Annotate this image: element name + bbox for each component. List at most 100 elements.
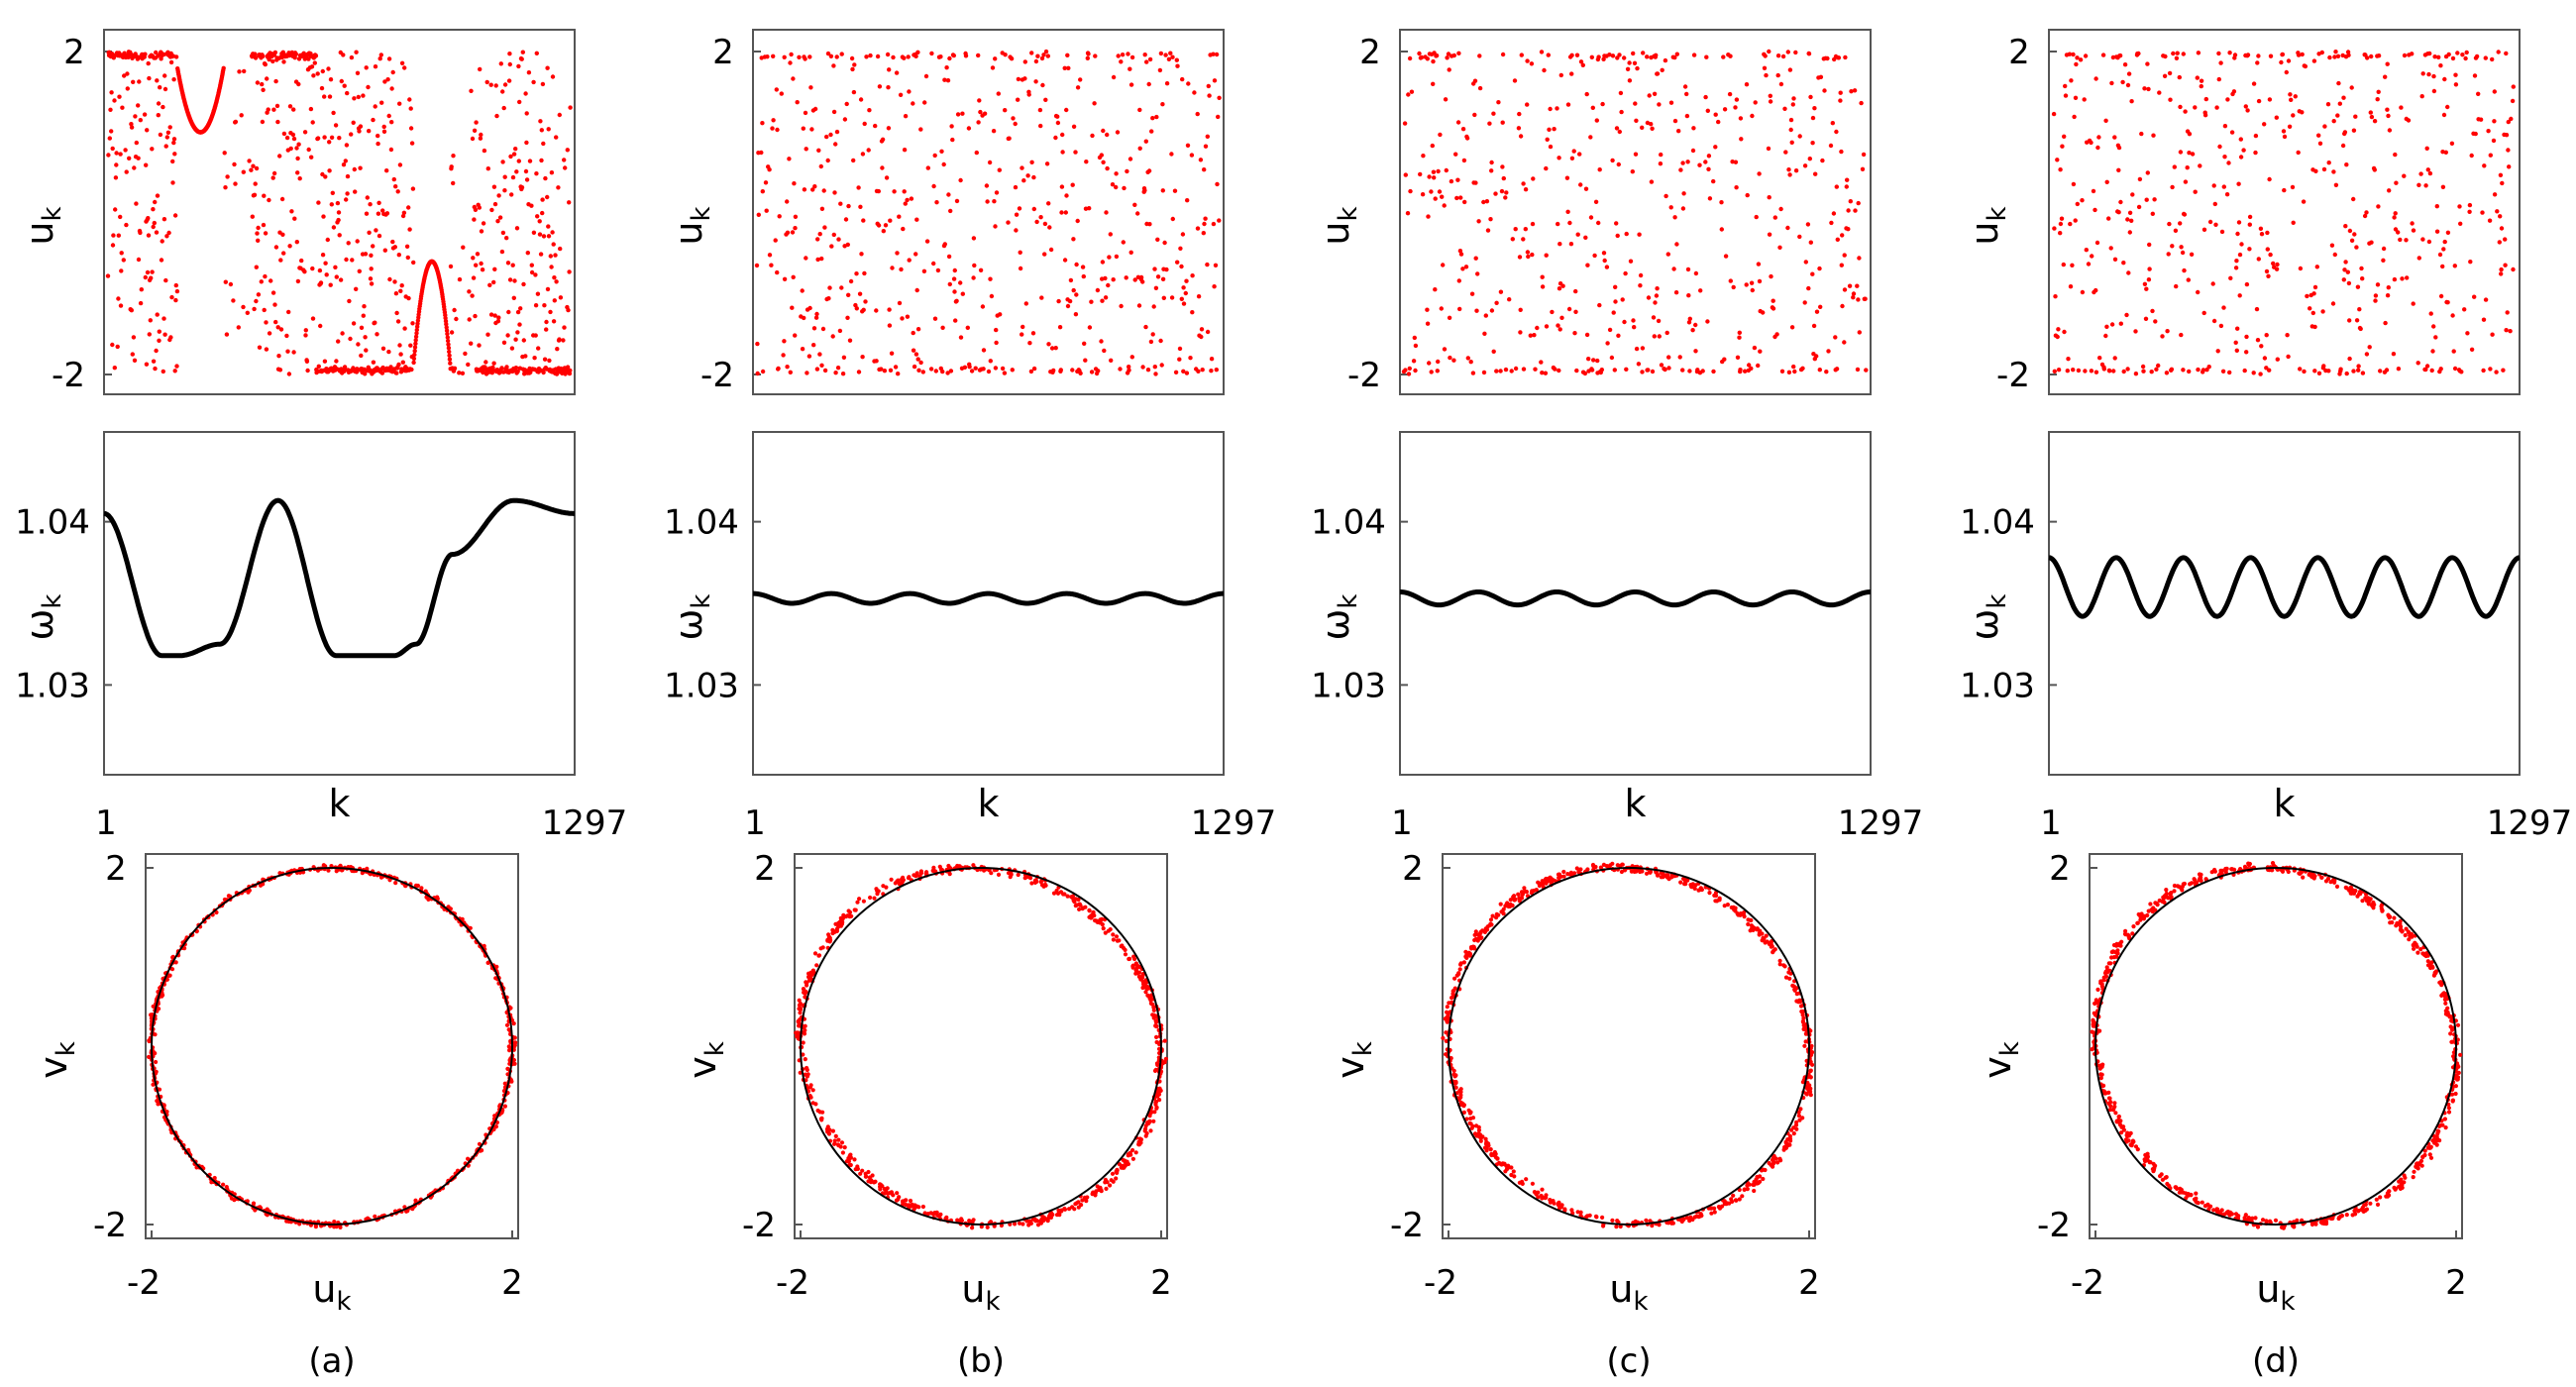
uk-point — [500, 160, 505, 164]
uk-point — [312, 60, 317, 65]
uk-point — [1831, 211, 1837, 216]
uk-point — [2093, 287, 2098, 293]
uk-point — [354, 370, 360, 374]
uk-point — [498, 61, 503, 66]
uk-point — [166, 230, 171, 236]
uk-point — [396, 253, 401, 258]
uk-point — [782, 339, 787, 344]
uk-point — [1039, 295, 1044, 300]
uk-point — [369, 267, 374, 271]
uk-point — [1556, 368, 1561, 373]
uk-point — [2083, 53, 2089, 58]
uk-point — [1573, 288, 1578, 294]
uk-point — [129, 122, 134, 127]
uk-point — [296, 142, 301, 147]
uk-point — [1500, 120, 1505, 125]
uk-point — [906, 54, 911, 59]
uk-point — [1764, 72, 1769, 78]
uk-point — [2093, 76, 2098, 81]
phase-point — [1464, 1117, 1469, 1121]
uk-point — [1560, 283, 1565, 288]
phase-point — [1684, 1216, 1689, 1221]
uk-point — [117, 94, 122, 99]
phase-point — [801, 1040, 805, 1045]
phase-point — [1040, 1215, 1045, 1220]
uk-point — [2258, 226, 2264, 231]
uk-point — [1680, 368, 1685, 373]
uk-point — [333, 123, 339, 128]
uk-point — [1780, 53, 1786, 59]
uk-point — [1747, 363, 1752, 368]
uk-point — [1582, 371, 1588, 376]
uk-point — [1614, 126, 1620, 131]
uk-point — [2136, 204, 2142, 210]
phase-point — [840, 919, 845, 924]
uk-point — [2342, 267, 2347, 272]
uk-point — [2182, 212, 2188, 217]
uk-point — [1685, 160, 1690, 164]
uk-point — [833, 371, 838, 375]
uk-point — [309, 155, 314, 160]
uk-point — [804, 256, 808, 261]
phase-point — [1801, 1015, 1806, 1020]
phase-point — [1714, 893, 1719, 899]
uk-point — [1703, 94, 1708, 100]
uk-point — [544, 327, 549, 332]
uk-point — [355, 70, 361, 76]
uk-point — [1811, 323, 1817, 329]
uk-point — [262, 307, 267, 313]
phase-point — [1123, 947, 1127, 953]
phase-point — [805, 1066, 809, 1071]
uk-point — [1617, 53, 1622, 57]
uk-point — [2225, 97, 2230, 102]
uk-point — [920, 370, 925, 374]
uk-point — [1053, 135, 1058, 141]
uk-point — [1160, 102, 1165, 107]
uk-point — [1078, 77, 1083, 82]
uk-point — [396, 362, 401, 368]
uk-point — [2316, 133, 2321, 138]
uk-point — [795, 100, 800, 105]
uk-point — [978, 109, 983, 115]
uk-point — [903, 114, 909, 119]
uk-point — [2104, 179, 2109, 184]
uk-point — [171, 137, 177, 142]
uk-point — [1565, 209, 1570, 214]
uk-point — [1763, 53, 1768, 58]
phase-point — [1504, 1167, 1510, 1172]
phase-point — [1717, 896, 1722, 901]
uk-point — [1663, 57, 1668, 63]
uk-point — [2122, 61, 2128, 67]
uk-point — [868, 53, 873, 58]
ylabel-vk: vk — [681, 1041, 730, 1079]
uk-point — [1438, 132, 1443, 138]
uk-points — [2051, 50, 2516, 376]
uk-point — [842, 117, 848, 122]
uk-point — [2095, 145, 2100, 151]
phase-point — [1664, 874, 1668, 879]
uk-point — [769, 263, 774, 267]
uk-point — [1843, 54, 1848, 60]
uk-point — [2163, 53, 2168, 59]
uk-point — [116, 233, 122, 238]
phase-point — [802, 1025, 806, 1030]
phase-point — [1516, 892, 1521, 897]
uk-point — [1666, 355, 1671, 360]
uk-point — [1425, 56, 1431, 61]
phase-point — [833, 921, 838, 926]
uk-point — [2298, 266, 2304, 271]
uk-point — [1521, 367, 1527, 372]
uk-point — [1196, 369, 1201, 373]
uk-point — [994, 327, 999, 333]
uk-point — [303, 333, 308, 338]
uk-point — [554, 135, 559, 140]
uk-point — [1684, 91, 1689, 97]
uk-point — [1783, 150, 1788, 155]
uk-point — [461, 245, 466, 250]
phase-point — [1495, 1156, 1500, 1161]
xtick-label: -2 — [1424, 1263, 1457, 1303]
uk-point — [775, 127, 780, 133]
uk-point — [118, 214, 123, 220]
uk-point — [815, 257, 820, 263]
uk-point — [556, 185, 561, 190]
